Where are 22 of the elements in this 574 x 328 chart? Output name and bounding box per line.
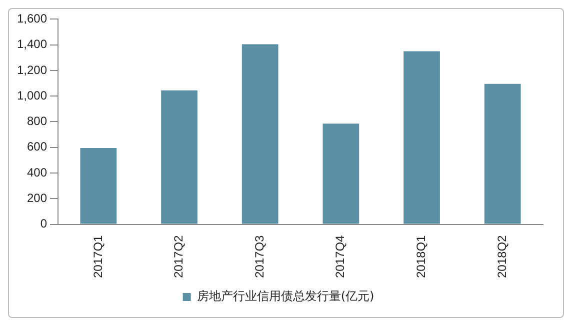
bar [404,51,440,224]
y-tick-label: 600 [27,140,48,154]
y-tick-label: 1,000 [17,88,48,102]
y-tick-label: 200 [27,190,48,205]
x-tick-label: 2018Q2 [494,234,509,278]
bar [484,84,521,224]
legend-label: 房地产行业信用债总发行量(亿元) [196,289,374,304]
y-tick-label: 1,600 [17,12,48,26]
x-tick-label: 2017Q2 [172,234,186,278]
bar [161,90,198,224]
y-tick-label: 1,400 [17,37,48,52]
x-tick-label: 2017Q1 [90,234,105,278]
bar [242,44,278,224]
x-tick-label: 2017Q3 [252,234,266,278]
y-tick-label: 400 [27,165,48,180]
bar [322,124,360,224]
y-tick-label: 1,200 [17,62,48,77]
y-tick-label: 800 [27,114,48,128]
x-tick-label: 2017Q4 [333,234,348,278]
y-tick-label: 0 [40,216,48,231]
x-tick-label: 2018Q1 [414,234,428,278]
bar [80,148,117,224]
